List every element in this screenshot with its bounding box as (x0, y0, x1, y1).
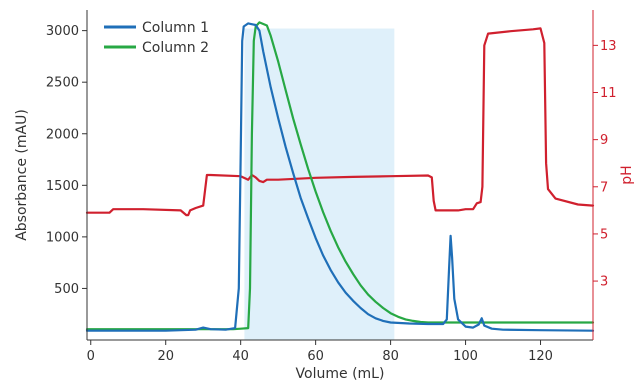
left-y-tick-label: 500 (54, 282, 79, 297)
legend-label-column-2: Column 2 (142, 40, 209, 56)
x-tick-label: 100 (453, 349, 478, 364)
right-y-axis-title: pH (619, 165, 635, 184)
x-tick-label: 80 (382, 349, 399, 364)
left-y-tick-label: 1000 (46, 230, 79, 245)
left-y-tick-label: 2500 (46, 76, 79, 91)
right-y-tick-label: 7 (600, 180, 608, 195)
left-y-tick-label: 2000 (46, 127, 79, 142)
left-y-axis-title: Absorbance (mAU) (14, 109, 30, 241)
series-line-column-1 (85, 22, 595, 332)
right-y-tick-label: 9 (600, 133, 608, 148)
right-y-tick-label: 5 (600, 227, 608, 242)
legend-label-column-1: Column 1 (142, 20, 209, 36)
right-y-tick-label: 3 (600, 275, 608, 290)
right-y-tick-label: 11 (600, 86, 617, 101)
x-tick-label: 120 (528, 349, 553, 364)
shaded-collection-region (244, 28, 395, 340)
legend: Column 1 Column 2 (104, 20, 209, 56)
right-y-tick-label: 13 (600, 39, 617, 54)
x-tick-label: 20 (157, 349, 174, 364)
x-tick-label: 0 (87, 349, 95, 364)
x-tick-label: 40 (232, 349, 249, 364)
x-axis-title: Volume (mL) (296, 366, 385, 382)
x-tick-label: 60 (307, 349, 324, 364)
series-line-column-2 (85, 21, 595, 331)
series-line-ph (85, 27, 595, 217)
left-y-tick-label: 3000 (46, 24, 79, 39)
left-y-tick-label: 1500 (46, 179, 79, 194)
